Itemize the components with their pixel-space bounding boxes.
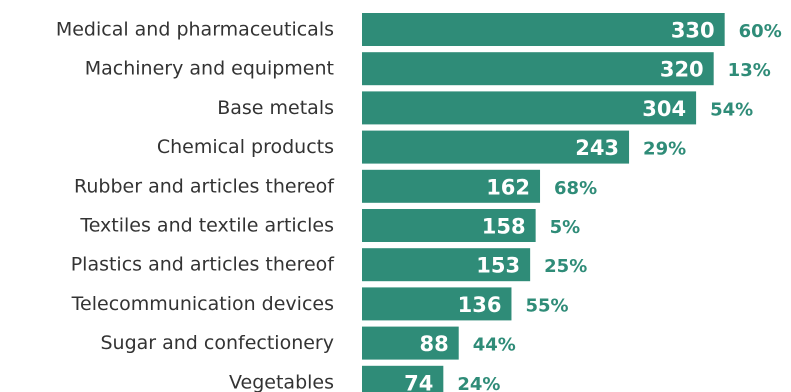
bar bbox=[362, 209, 536, 242]
percent-label: 29% bbox=[643, 139, 686, 160]
bar-value-label: 162 bbox=[486, 175, 530, 199]
bar-value-label: 136 bbox=[458, 293, 502, 317]
bar-value-label: 304 bbox=[642, 97, 686, 121]
percent-label: 44% bbox=[473, 335, 516, 356]
category-label: Sugar and confectionery bbox=[100, 332, 334, 354]
percent-label: 55% bbox=[525, 295, 568, 316]
bar-value-label: 243 bbox=[575, 136, 619, 160]
bar bbox=[362, 130, 630, 164]
percent-label: 60% bbox=[739, 21, 782, 42]
category-label: Plastics and articles thereof bbox=[71, 254, 336, 276]
percent-label: 24% bbox=[457, 374, 500, 392]
category-label: Chemical products bbox=[157, 136, 334, 158]
percent-label: 68% bbox=[554, 178, 597, 199]
category-label: Textiles and textile articles bbox=[79, 215, 334, 237]
category-label: Medical and pharmaceuticals bbox=[56, 19, 334, 41]
bar-value-label: 320 bbox=[660, 58, 704, 82]
percent-label: 5% bbox=[550, 217, 581, 238]
category-label: Telecommunication devices bbox=[71, 293, 334, 315]
bar bbox=[362, 91, 697, 125]
category-label: Machinery and equipment bbox=[85, 58, 334, 80]
category-label: Base metals bbox=[217, 97, 334, 119]
bar bbox=[362, 365, 444, 392]
category-label: Vegetables bbox=[229, 371, 334, 392]
bar bbox=[362, 52, 714, 86]
bars-layer: Medical and pharmaceuticals 330 60% Machine… bbox=[56, 13, 782, 392]
bar bbox=[362, 287, 512, 321]
bar bbox=[362, 326, 459, 360]
bar-value-label: 88 bbox=[419, 332, 448, 356]
bar-value-label: 330 bbox=[671, 19, 715, 43]
category-label: Rubber and articles thereof bbox=[74, 175, 335, 197]
bar-value-label: 158 bbox=[482, 215, 526, 239]
bar-value-label: 153 bbox=[476, 254, 520, 278]
percent-label: 13% bbox=[728, 60, 771, 81]
percent-label: 54% bbox=[710, 99, 753, 120]
bar bbox=[362, 169, 541, 203]
percent-label: 25% bbox=[544, 256, 587, 277]
bar bbox=[362, 13, 725, 46]
bar-value-label: 74 bbox=[404, 371, 433, 392]
bar bbox=[362, 248, 531, 282]
